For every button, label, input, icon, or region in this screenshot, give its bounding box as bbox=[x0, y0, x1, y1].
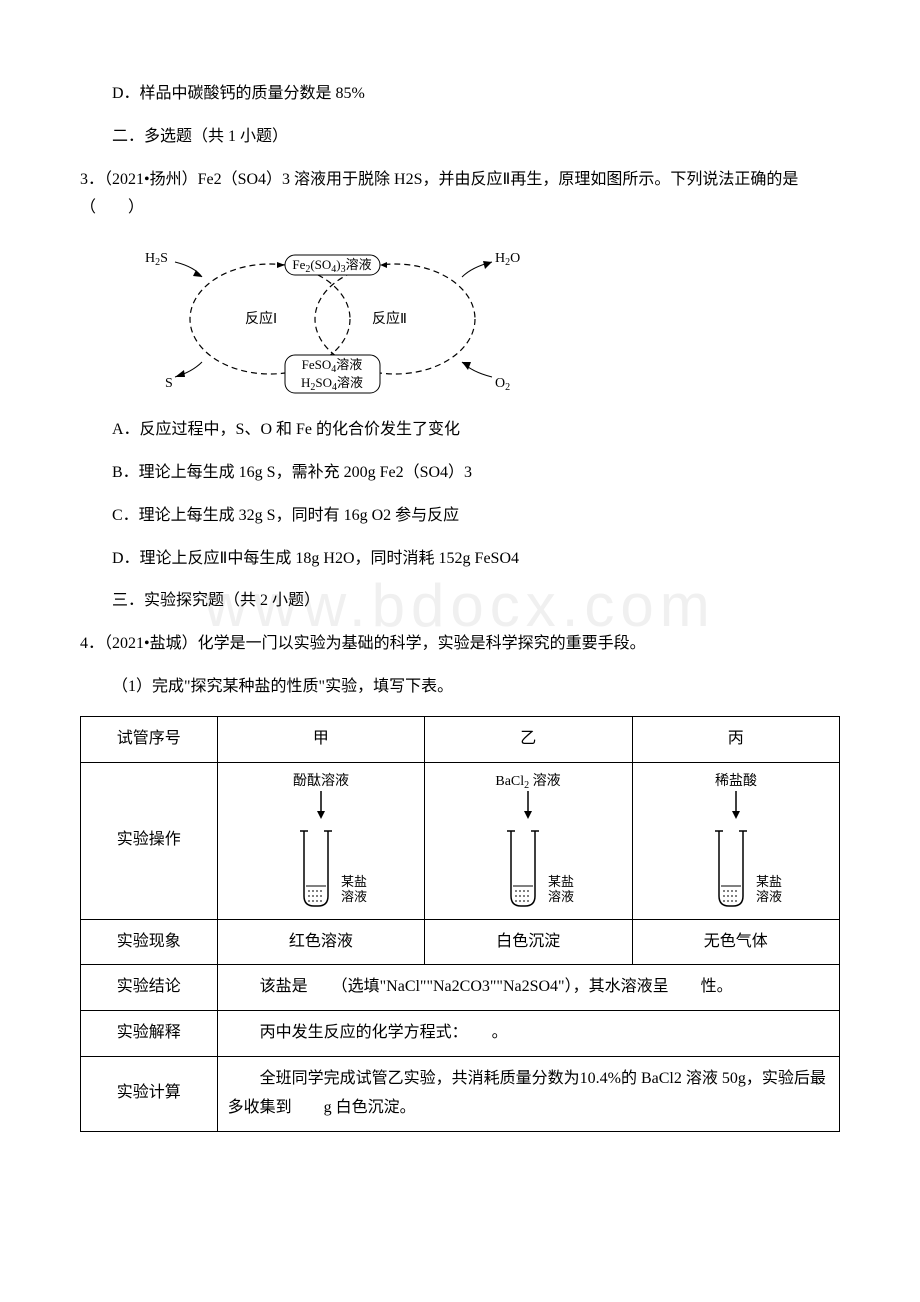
svg-text:溶液: 溶液 bbox=[756, 889, 782, 904]
th-col3: 丙 bbox=[632, 716, 839, 762]
q3-option-b: B．理论上每生成 16g S，需补充 200g Fe2（SO4）3 bbox=[80, 459, 840, 488]
conclusion-text: 该盐是 （选填"NaCl""Na2CO3""Na2SO4"），其水溶液呈 性。 bbox=[217, 965, 839, 1011]
table-row: 试管序号 甲 乙 丙 bbox=[81, 716, 840, 762]
q3-diagram: Fe2(SO4)3溶液 FeSO4溶液 H2SO4溶液 H2S S H2O bbox=[140, 237, 520, 402]
table-row: 实验现象 红色溶液 白色沉淀 无色气体 bbox=[81, 919, 840, 965]
svg-text:O2: O2 bbox=[495, 376, 510, 393]
th-col1: 甲 bbox=[217, 716, 424, 762]
operation-bing: 稀盐酸 某盐 溶液 bbox=[632, 762, 839, 919]
th-col2: 乙 bbox=[425, 716, 632, 762]
q4-sub1: （1）完成"探究某种盐的性质"实验，填写下表。 bbox=[80, 673, 840, 702]
svg-text:稀盐酸: 稀盐酸 bbox=[715, 773, 757, 789]
svg-text:H2S: H2S bbox=[145, 251, 168, 268]
svg-text:酚酞溶液: 酚酞溶液 bbox=[293, 773, 349, 789]
calc-text: 全班同学完成试管乙实验，共消耗质量分数为10.4%的 BaCl2 溶液 50g，… bbox=[217, 1056, 839, 1131]
phenomenon-label: 实验现象 bbox=[81, 919, 218, 965]
svg-text:H2O: H2O bbox=[495, 251, 520, 268]
q4-stem: 4．（2021•盐城）化学是一门以实验为基础的科学，实验是科学探究的重要手段。 bbox=[80, 630, 840, 659]
operation-label: 实验操作 bbox=[81, 762, 218, 919]
phenomenon-jia: 红色溶液 bbox=[217, 919, 424, 965]
operation-yi: BaCl2 溶液 某盐 溶液 bbox=[425, 762, 632, 919]
phenomenon-yi: 白色沉淀 bbox=[425, 919, 632, 965]
th-col0: 试管序号 bbox=[81, 716, 218, 762]
table-row: 实验结论 该盐是 （选填"NaCl""Na2CO3""Na2SO4"），其水溶液… bbox=[81, 965, 840, 1011]
section-3-heading: 三．实验探究题（共 2 小题） bbox=[80, 587, 840, 616]
q3-option-a: A．反应过程中，S、O 和 Fe 的化合价发生了变化 bbox=[80, 416, 840, 445]
explain-text: 丙中发生反应的化学方程式： 。 bbox=[217, 1011, 839, 1057]
q3-option-c: C．理论上每生成 32g S，同时有 16g O2 参与反应 bbox=[80, 502, 840, 531]
section-2-heading: 二．多选题（共 1 小题） bbox=[80, 123, 840, 152]
svg-text:BaCl2 溶液: BaCl2 溶液 bbox=[496, 773, 561, 791]
explain-label: 实验解释 bbox=[81, 1011, 218, 1057]
operation-jia: 酚酞溶液 某盐 溶液 bbox=[217, 762, 424, 919]
svg-text:某盐: 某盐 bbox=[341, 874, 367, 889]
calc-label: 实验计算 bbox=[81, 1056, 218, 1131]
experiment-table: 试管序号 甲 乙 丙 实验操作 酚酞溶液 bbox=[80, 716, 840, 1132]
q2-option-d: D．样品中碳酸钙的质量分数是 85% bbox=[80, 80, 840, 109]
table-row: 实验操作 酚酞溶液 bbox=[81, 762, 840, 919]
svg-text:反应Ⅱ: 反应Ⅱ bbox=[372, 310, 407, 327]
q3-stem: 3．（2021•扬州）Fe2（SO4）3 溶液用于脱除 H2S，并由反应Ⅱ再生，… bbox=[80, 166, 840, 224]
conclusion-label: 实验结论 bbox=[81, 965, 218, 1011]
table-row: 实验计算 全班同学完成试管乙实验，共消耗质量分数为10.4%的 BaCl2 溶液… bbox=[81, 1056, 840, 1131]
table-row: 实验解释 丙中发生反应的化学方程式： 。 bbox=[81, 1011, 840, 1057]
q3-option-d: D．理论上反应Ⅱ中每生成 18g H2O，同时消耗 152g FeSO4 bbox=[80, 545, 840, 574]
svg-text:S: S bbox=[165, 376, 173, 391]
svg-text:反应Ⅰ: 反应Ⅰ bbox=[245, 310, 277, 327]
svg-text:溶液: 溶液 bbox=[341, 889, 367, 904]
svg-text:某盐: 某盐 bbox=[548, 874, 574, 889]
svg-text:溶液: 溶液 bbox=[548, 889, 574, 904]
phenomenon-bing: 无色气体 bbox=[632, 919, 839, 965]
svg-text:某盐: 某盐 bbox=[756, 874, 782, 889]
